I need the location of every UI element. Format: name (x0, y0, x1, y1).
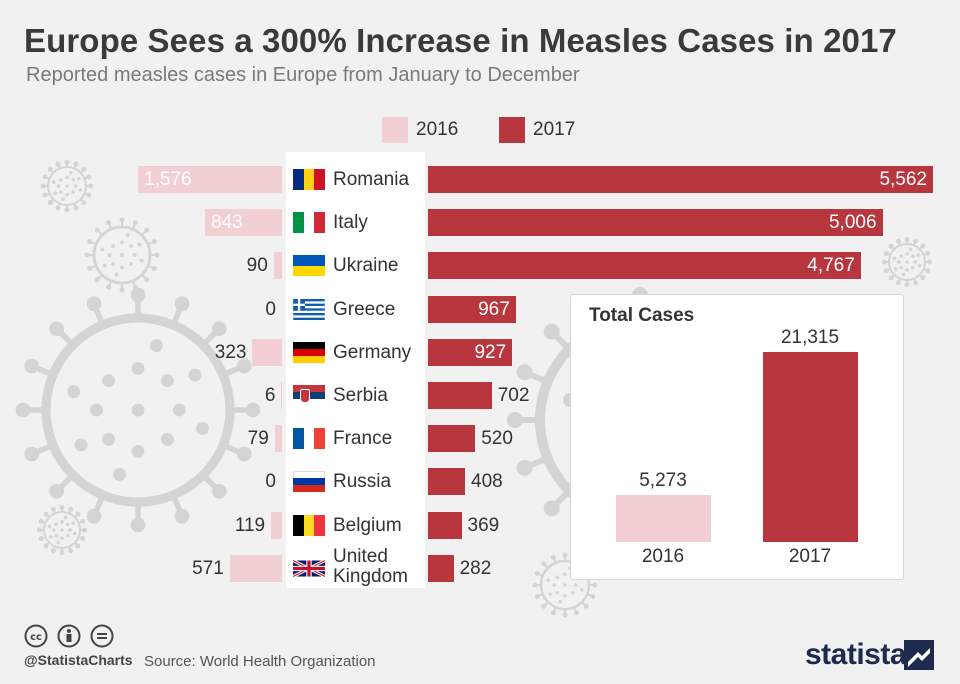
total-cases-panel: Total Cases 5,273 2016 21,315 2017 (570, 294, 904, 580)
label-2016-belgium: 119 (234, 514, 266, 536)
label-2016-france: 79 (247, 428, 269, 450)
label-2016-romania: 1,576 (144, 169, 192, 190)
no-derivatives-icon (90, 624, 114, 648)
total-category-2017: 2017 (788, 546, 832, 567)
country-label-germany: Germany (333, 341, 412, 363)
label-2017-russia: 408 (471, 471, 503, 493)
bar-2016-romania (138, 166, 282, 193)
serbia-flag-icon (293, 385, 325, 406)
virus-small-icon (40, 159, 94, 213)
legend-item-2017: 2017 (499, 117, 575, 143)
label-2016-italy: 843 (210, 212, 243, 234)
legend-swatch-2016 (382, 117, 408, 143)
total-bar-2016 (616, 494, 711, 542)
bar-2016-united-kingdom (229, 554, 282, 582)
country-label-belgium: Belgium (333, 514, 402, 536)
bar-2017-serbia (428, 382, 492, 409)
bar-2017-belgium (428, 511, 462, 539)
bar-2017-germany (428, 338, 513, 366)
total-value-2016: 5,273 (639, 469, 687, 491)
label-2017-united-kingdom: 282 (459, 557, 492, 579)
label-2017-italy: 5,006 (828, 212, 877, 234)
virus-small-icon-2 (37, 505, 87, 555)
svg-text:cc: cc (30, 632, 42, 643)
label-2016-russia: 0 (265, 471, 276, 493)
bar-2017-ukraine (428, 252, 861, 280)
country-label-russia: Russia (333, 471, 392, 493)
chart-title: Europe Sees a 300% Increase in Measles C… (24, 22, 897, 59)
label-2016-united-kingdom: 571 (192, 557, 224, 579)
label-2017-belgium: 369 (467, 514, 500, 536)
label-2017-serbia: 702 (497, 385, 530, 406)
statista-handle: @StatistaCharts (24, 652, 133, 668)
label-2017-france: 520 (481, 428, 513, 450)
bar-2016-italy (204, 209, 282, 237)
bar-2017-united-kingdom (428, 554, 454, 582)
legend-item-2016: 2016 (382, 117, 458, 143)
attribution-icon (57, 624, 81, 648)
total-bar-2017 (763, 352, 858, 542)
country-label-serbia: Serbia (333, 385, 388, 406)
bar-2017-romania (428, 166, 933, 193)
legend-label-2016: 2016 (416, 119, 459, 140)
chart-subtitle: Reported measles cases in Europe from Ja… (26, 64, 580, 86)
label-2016-germany: 323 (214, 341, 247, 363)
label-2016-ukraine: 90 (246, 255, 268, 277)
uk-flag-icon (293, 558, 325, 579)
bar-2016-france (274, 425, 282, 453)
legend-label-2017: 2017 (533, 119, 576, 140)
country-label-greece: Greece (333, 298, 396, 320)
label-2016-serbia: 6 (264, 385, 276, 406)
country-label-ukraine: Ukraine (333, 255, 399, 277)
russia-flag-icon (293, 471, 325, 493)
country-label-france: France (333, 428, 393, 450)
italy-flag-icon (293, 212, 325, 234)
cc-icon: cc (24, 624, 48, 648)
bar-2016-germany (252, 338, 282, 366)
label-2017-romania: 5,562 (879, 169, 927, 190)
country-label-romania: Romania (333, 169, 410, 190)
total-category-2016: 2016 (641, 546, 685, 567)
greece-flag-icon (293, 298, 325, 320)
bar-2016-serbia (281, 382, 282, 409)
label-2017-germany: 927 (474, 341, 507, 363)
country-label-italy: Italy (333, 212, 368, 234)
belgium-flag-icon (293, 514, 325, 536)
label-2017-greece: 967 (478, 298, 510, 320)
label-2017-ukraine: 4,767 (807, 255, 855, 277)
virus-small-icon-3 (882, 237, 932, 287)
source-note: Source: World Health Organization (144, 653, 376, 670)
legend-swatch-2017 (499, 117, 525, 143)
bar-2017-russia (428, 468, 466, 496)
virus-medium-icon (84, 217, 160, 293)
bar-2016-belgium (271, 511, 282, 539)
bar-2017-france (428, 425, 476, 453)
label-2016-greece: 0 (265, 298, 276, 320)
bar-2016-ukraine (273, 252, 282, 280)
statista-logo: statista (805, 638, 907, 671)
virus-large-icon (15, 287, 261, 533)
bar-2017-italy (428, 209, 883, 237)
romania-flag-icon (293, 169, 325, 190)
ukraine-flag-icon (293, 255, 325, 277)
statista-logo-icon (904, 640, 934, 670)
total-value-2017: 21,315 (780, 327, 840, 348)
germany-flag-icon (293, 341, 325, 363)
country-label-united-kingdom: United Kingdom (333, 545, 408, 587)
france-flag-icon (293, 428, 325, 450)
bar-2017-greece (428, 295, 516, 323)
total-cases-title: Total Cases (589, 305, 695, 326)
